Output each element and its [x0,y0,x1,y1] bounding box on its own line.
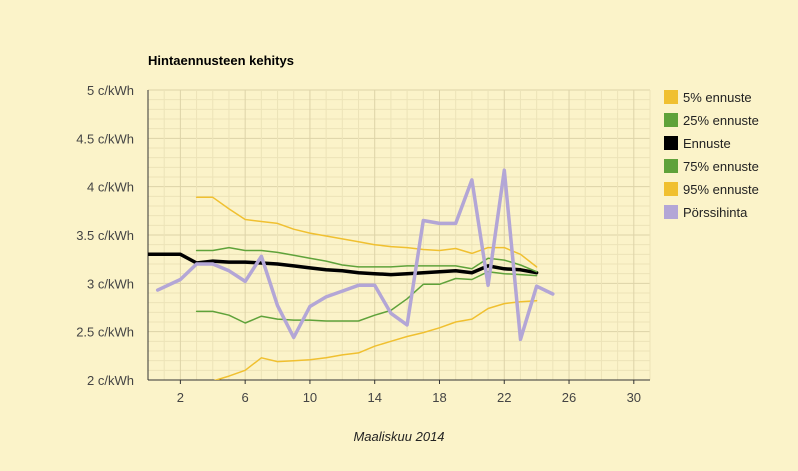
y-tick-label: 4 c/kWh [87,180,134,195]
legend-swatch [664,182,678,196]
grid [147,89,651,381]
x-tick-label: 2 [177,390,184,405]
legend: 5% ennuste 25% ennuste Ennuste 75% ennuste 9… [664,90,759,220]
y-tick-label: 2.5 c/kWh [76,325,134,340]
y-tick-label: 3.5 c/kWh [76,228,134,243]
y-tick-label: 2 c/kWh [87,373,134,388]
legend-label: Ennuste [683,136,731,151]
x-tick-label: 22 [497,390,511,405]
legend-label: 5% ennuste [683,90,752,105]
legend-swatch [664,205,678,219]
series-line-75-ennuste [195,246,538,273]
legend-swatch [664,113,678,127]
legend-swatch [664,136,678,150]
series-line-5-ennuste [213,299,538,380]
y-tick-label: 3 c/kWh [87,276,134,291]
x-axis-label: Maaliskuu 2014 [353,429,444,444]
series-lines [148,168,555,380]
chart-title: Hintaennusteen kehitys [148,53,294,68]
series-line-ennuste [148,252,539,277]
x-tick-label: 10 [303,390,317,405]
legend-label: Pörssihinta [683,205,748,220]
x-tick-label: 6 [242,390,249,405]
x-tick-label: 26 [562,390,576,405]
legend-swatch [664,159,678,173]
series-line-p-rssihinta [155,168,555,342]
y-tick-label: 4.5 c/kWh [76,131,134,146]
series-line-25-ennuste [195,270,538,324]
legend-label: 25% ennuste [683,113,759,128]
legend-label: 75% ennuste [683,159,759,174]
legend-swatch [664,90,678,104]
y-tick-label: 5 c/kWh [87,83,134,98]
x-tick-label: 14 [367,390,381,405]
series-line-95-ennuste [195,196,538,268]
x-tick-label: 18 [432,390,446,405]
axes: 2 c/kWh 2.5 c/kWh 3 c/kWh 3.5 c/kWh 4 c/kWh 4… [76,83,650,405]
legend-label: 95% ennuste [683,182,759,197]
x-tick-label: 30 [627,390,641,405]
